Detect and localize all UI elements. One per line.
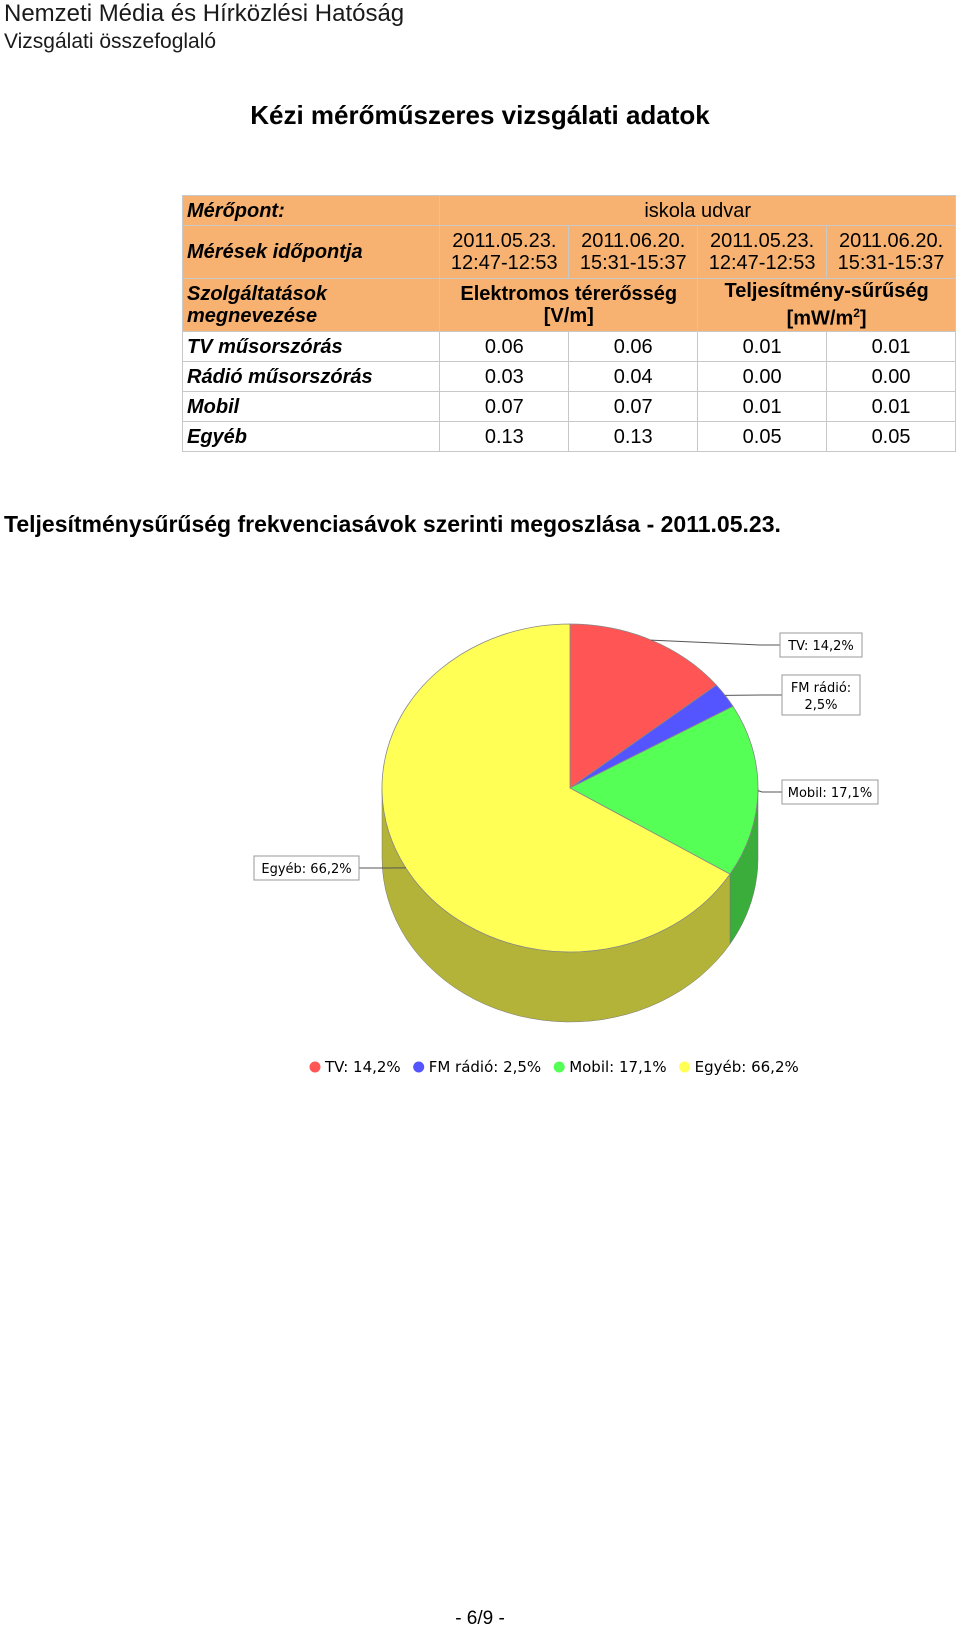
- legend-marker: [553, 1061, 565, 1073]
- label-line: Szolgáltatások: [187, 283, 328, 305]
- callout-box: [253, 855, 360, 881]
- callout-label: Egyéb: 66,2%: [261, 862, 351, 877]
- legend-label: Mobil: 17,1%: [569, 1058, 666, 1076]
- legend-marker: [679, 1061, 691, 1073]
- value-cell: 0.01: [697, 331, 828, 362]
- value-cell: 0.05: [826, 421, 956, 452]
- service-name: Egyéb: [181, 421, 441, 452]
- value-cell: 0.13: [568, 421, 699, 452]
- value-cell: 0.13: [439, 421, 570, 452]
- row-label-times: Mérések időpontja: [181, 225, 441, 279]
- header-doc-type: Vizsgálati összefoglaló: [4, 30, 217, 53]
- value-cell: 0.06: [439, 331, 570, 362]
- time: 12:47-12:53: [708, 252, 816, 274]
- pie-slice-egyéb: [381, 623, 731, 953]
- electric-field-header: Elektromos térerősség [V/m]: [439, 278, 699, 332]
- header-authority: Nemzeti Média és Hírközlési Hatóság: [4, 0, 405, 27]
- time: 15:31-15:37: [837, 252, 945, 274]
- value-cell: 0.01: [697, 391, 828, 422]
- unit: [mW/m: [786, 307, 854, 330]
- callout-label: FM rádió:: [791, 681, 851, 696]
- legend-label: TV: 14,2%: [324, 1058, 401, 1076]
- page-number: - 6/9 -: [455, 1608, 505, 1629]
- row-label-location: Mérőpont:: [181, 195, 441, 226]
- time-cell: 2011.05.23. 12:47-12:53: [697, 225, 828, 279]
- measurement-table: Mérőpont: iskola udvar Mérések időpontja…: [181, 195, 956, 452]
- callout-box: [781, 674, 861, 716]
- legend-label: FM rádió: 2,5%: [429, 1058, 542, 1076]
- table-row-location: Mérőpont: iskola udvar: [181, 195, 956, 226]
- unit-exponent: 2: [853, 306, 860, 321]
- callout-leader-line: [651, 639, 780, 646]
- callout-label: 2,5%: [804, 698, 837, 713]
- time: 12:47-12:53: [450, 252, 558, 274]
- quantity-name: Teljesítmény-sűrűség: [724, 280, 929, 303]
- table-row-services: Szolgáltatások megnevezése Elektromos tér…: [181, 278, 956, 332]
- callout-box: [779, 632, 863, 658]
- value-cell: 0.07: [568, 391, 699, 422]
- value-cell: 0.01: [826, 391, 956, 422]
- legend-label: Egyéb: 66,2%: [695, 1058, 799, 1076]
- time-cell: 2011.05.23. 12:47-12:53: [439, 225, 570, 279]
- time: 15:31-15:37: [579, 252, 687, 274]
- location-value: iskola udvar: [439, 195, 956, 226]
- table-row: Egyéb 0.13 0.13 0.05 0.05: [181, 421, 956, 452]
- date: 2011.06.20.: [838, 230, 944, 252]
- table-row-times: Mérések időpontja 2011.05.23. 12:47-12:53…: [181, 225, 956, 279]
- value-cell: 0.03: [439, 361, 570, 392]
- date: 2011.06.20.: [581, 230, 686, 252]
- chart-section-title: Teljesítménysűrűség frekvenciasávok szer…: [4, 511, 781, 537]
- quantity-name: Elektromos térerősség: [460, 283, 678, 305]
- value-cell: 0.07: [439, 391, 570, 422]
- pie-slice-mobil: [569, 705, 759, 875]
- table-row: TV műsorszórás 0.06 0.06 0.01 0.01: [181, 331, 956, 362]
- time-cell: 2011.06.20. 15:31-15:37: [568, 225, 699, 279]
- value-cell: 0.06: [568, 331, 699, 362]
- callout-label: TV: 14,2%: [787, 639, 854, 654]
- power-density-header: Teljesítmény-sűrűség [mW/m2]: [697, 278, 956, 332]
- value-cell: 0.00: [697, 361, 828, 392]
- date: 2011.05.23.: [710, 230, 815, 252]
- unit: [V/m]: [543, 305, 594, 327]
- callout-box: [781, 779, 879, 805]
- legend-marker: [413, 1061, 425, 1073]
- unit-close: ]: [859, 307, 867, 330]
- label-line: megnevezése: [187, 305, 318, 327]
- value-cell: 0.00: [826, 361, 956, 392]
- date: 2011.05.23.: [452, 230, 557, 252]
- legend-marker: [309, 1061, 321, 1073]
- time-cell: 2011.06.20. 15:31-15:37: [826, 225, 956, 279]
- row-label-services: Szolgáltatások megnevezése: [181, 278, 441, 332]
- callout-leader-line: [757, 790, 782, 793]
- value-cell: 0.05: [697, 421, 828, 452]
- page-title: Kézi mérőműszeres vizsgálati adatok: [250, 100, 710, 130]
- callout-label: Mobil: 17,1%: [788, 786, 872, 801]
